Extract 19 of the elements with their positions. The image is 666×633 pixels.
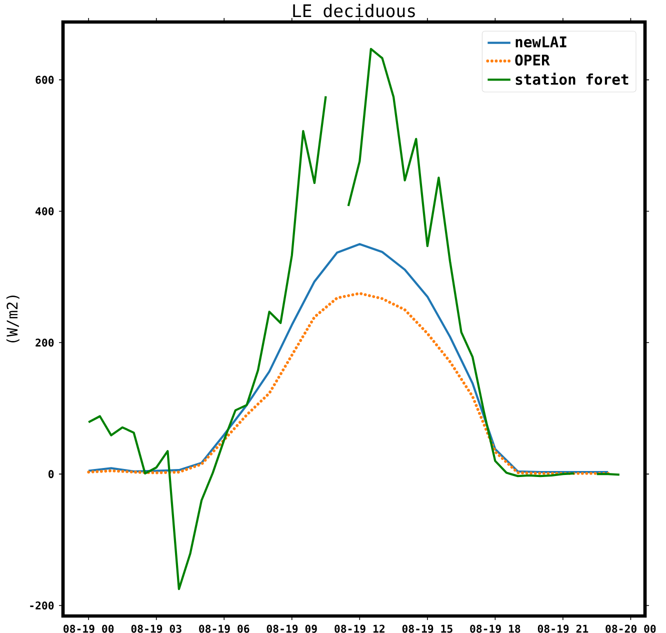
y-tick-label: 400	[36, 207, 54, 216]
y-tick-label: 600	[36, 76, 54, 84]
x-tick-label: 08-19 09	[266, 624, 317, 633]
legend-label: newLAI	[516, 36, 566, 48]
y-tick-label: 200	[36, 338, 54, 347]
y-axis-title: (W/m2)	[6, 296, 20, 342]
legend-label: station foret	[516, 72, 628, 85]
x-tick-label: 08-20 00	[606, 624, 656, 633]
x-tick-label: 08-19 12	[334, 624, 384, 633]
chart-title: LE deciduous	[293, 4, 415, 18]
x-tick-label: 08-19 00	[64, 624, 114, 633]
x-tick-label: 08-19 18	[470, 624, 520, 633]
y-tick-label: -200	[30, 601, 54, 610]
x-tick-label: 08-19 15	[402, 624, 452, 633]
x-tick-label: 08-19 21	[538, 624, 588, 633]
y-tick-label: 0	[48, 470, 54, 478]
x-tick-label: 08-19 06	[199, 624, 250, 633]
legend-label: OPER	[515, 54, 550, 66]
x-tick-label: 08-19 03	[131, 624, 182, 633]
